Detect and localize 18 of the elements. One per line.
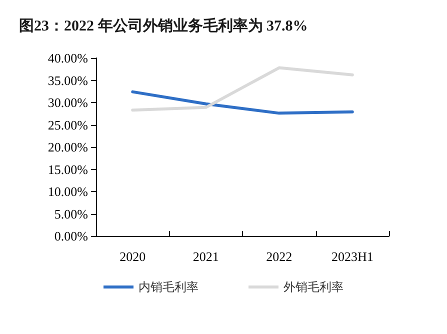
y-tick-label: 30.00% (48, 95, 88, 110)
chart-title: 图23：2022 年公司外销业务毛利率为 37.8% (19, 16, 308, 34)
y-tick-label: 5.00% (54, 206, 88, 222)
y-tick-label: 40.00% (48, 50, 88, 66)
y-tick-label: 15.00% (48, 162, 88, 177)
y-tick-label: 25.00% (48, 117, 88, 132)
x-tick-label: 2023H1 (331, 249, 374, 264)
x-tick-label: 2022 (266, 249, 292, 264)
line-series (131, 90, 354, 115)
legend-label: 内销毛利率 (138, 280, 198, 294)
y-tick-label: 10.00% (48, 184, 88, 199)
x-tick-label: 2020 (120, 249, 146, 264)
x-tick-label: 2021 (192, 249, 219, 264)
y-tick-label: 0.00% (54, 228, 88, 244)
legend-label: 外销毛利率 (284, 280, 344, 294)
line-series (131, 66, 354, 112)
y-tick-label: 35.00% (48, 72, 88, 88)
y-tick-label: 20.00% (48, 140, 88, 154)
